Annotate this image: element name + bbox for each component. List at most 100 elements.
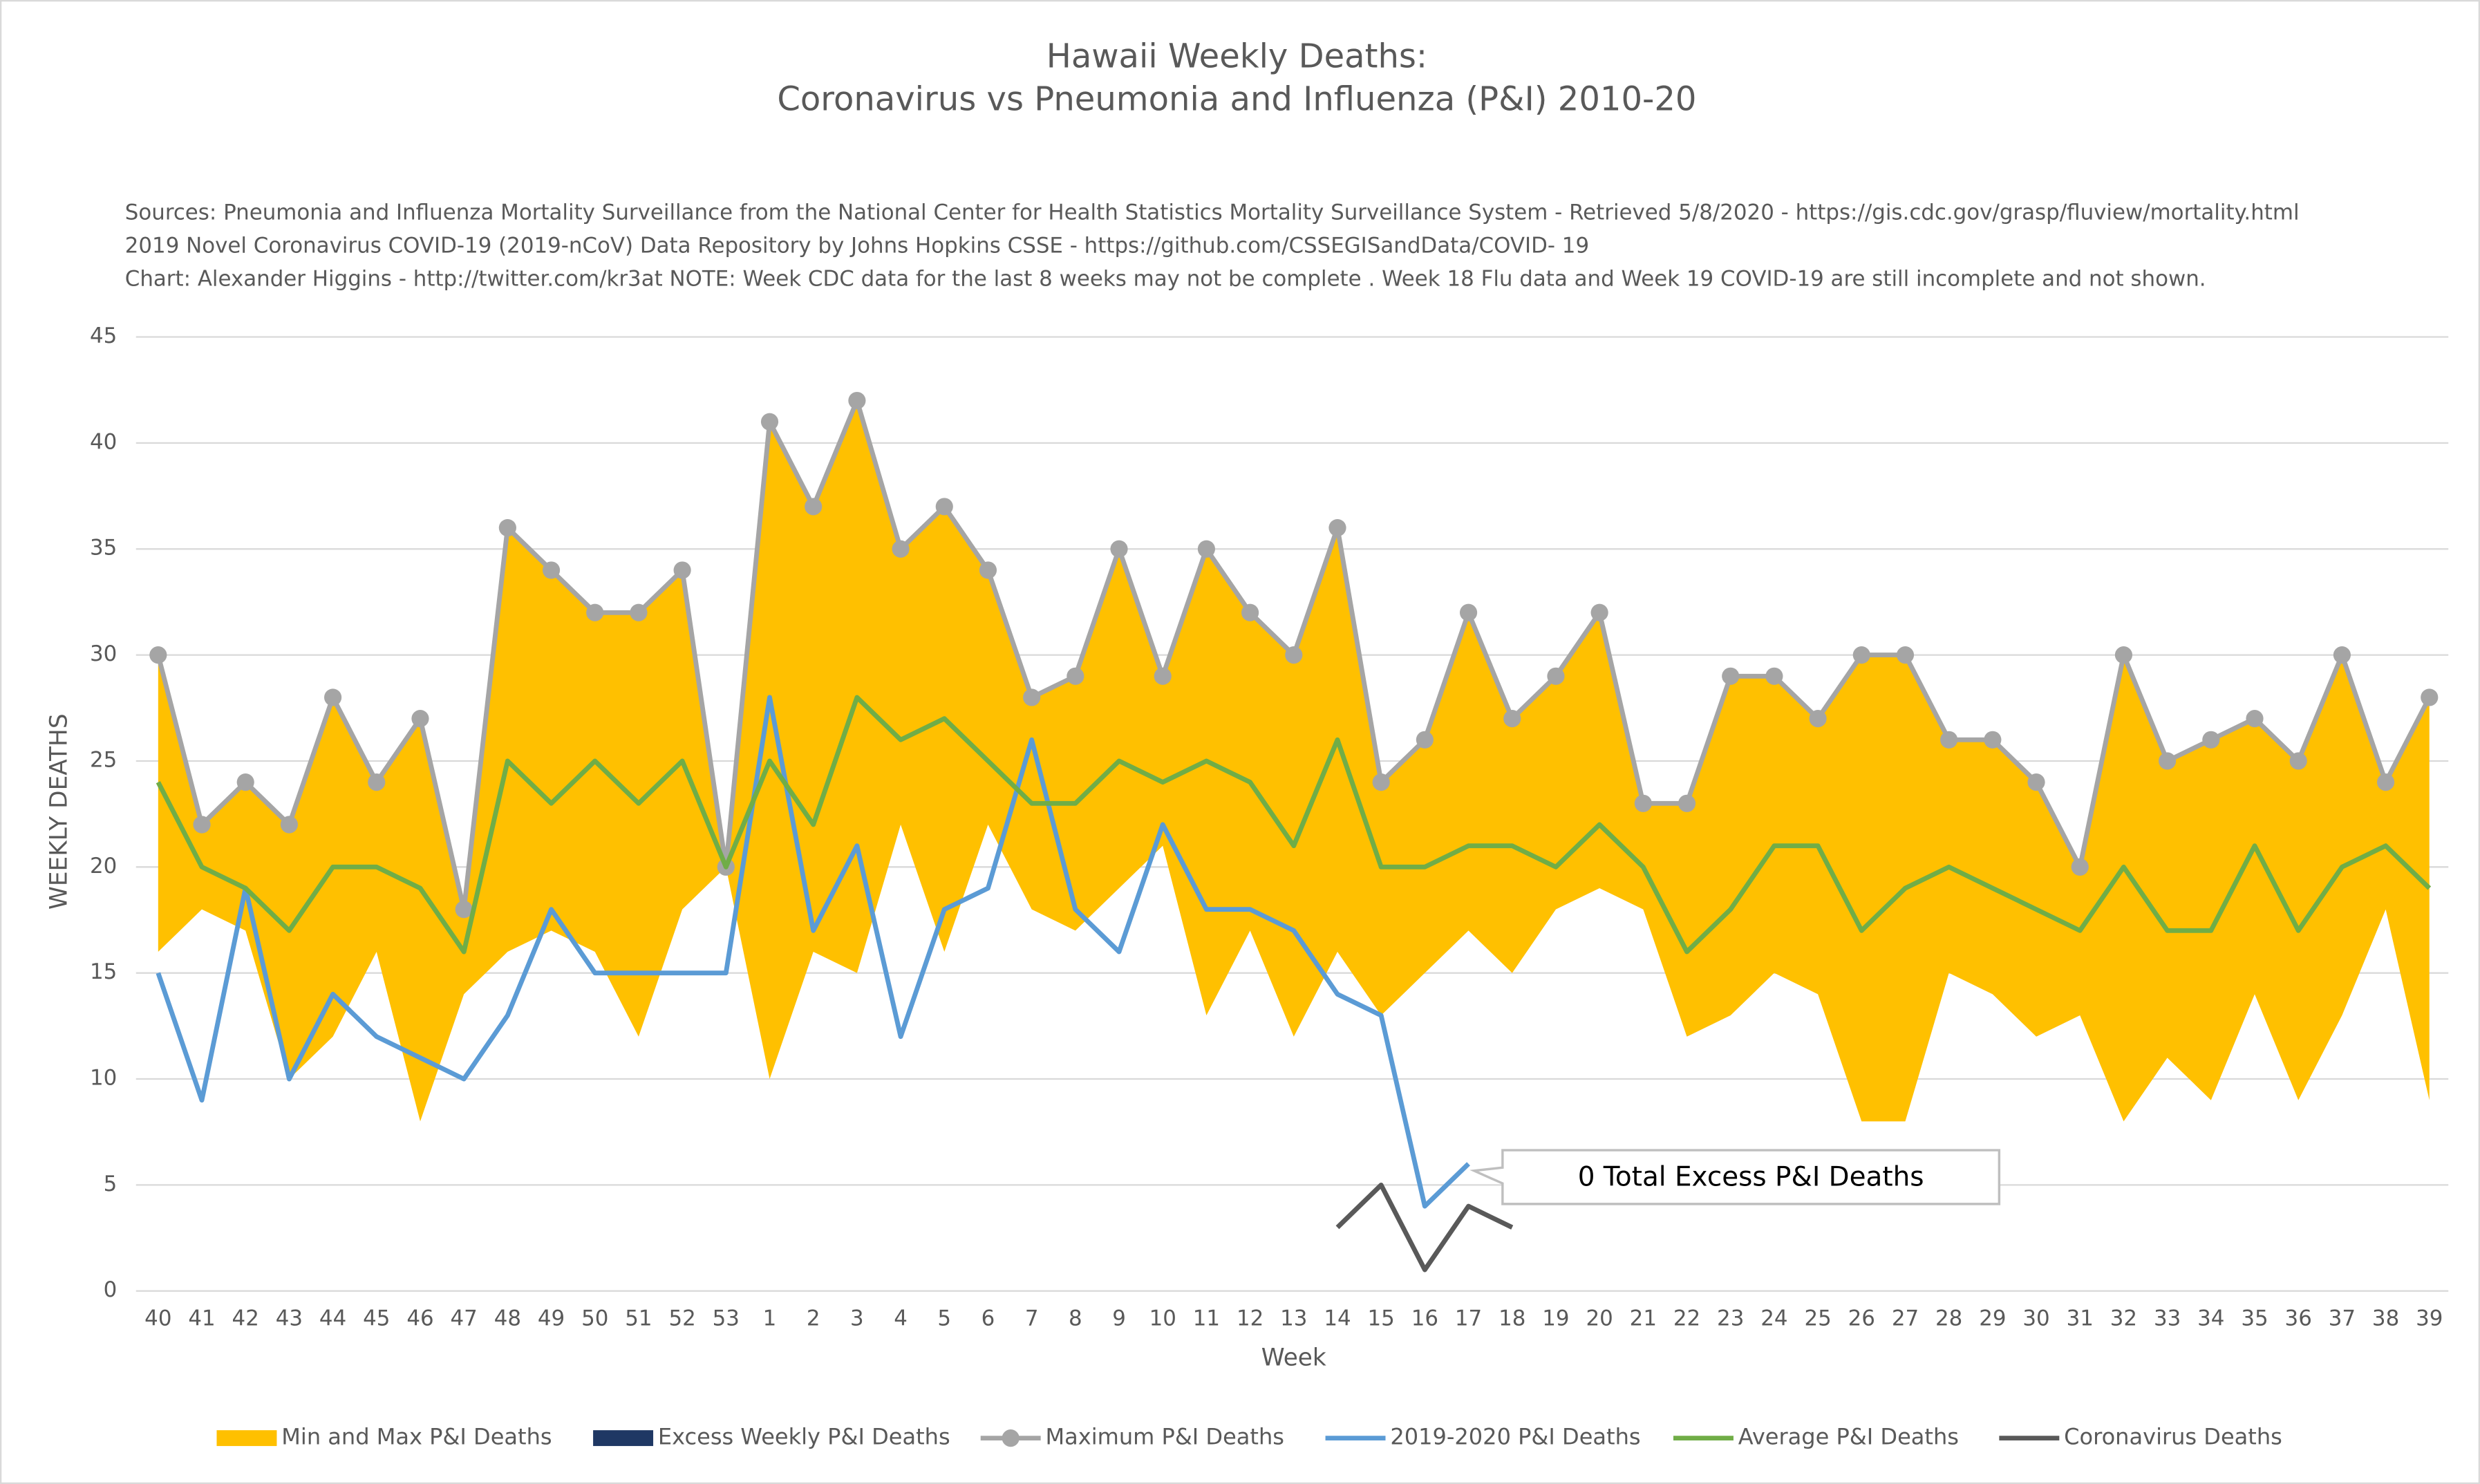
x-tick-label: 24 [1760,1306,1787,1331]
x-tick-label: 38 [2372,1306,2399,1331]
marker [2071,858,2089,876]
marker [1634,794,1652,812]
marker [498,518,516,537]
marker [1416,731,1434,749]
annotation: 0 Total Excess P&I Deaths [1578,1162,1924,1193]
x-tick-label: 51 [625,1306,652,1331]
marker [1547,667,1565,685]
marker [411,710,429,728]
x-tick-label: 3 [850,1306,864,1331]
x-tick-label: 8 [1069,1306,1082,1331]
marker [1285,646,1303,664]
y-tick-label: 0 [104,1277,118,1302]
x-tick-label: 6 [981,1306,995,1331]
marker [2376,773,2395,791]
annotation-box [1469,1149,2001,1205]
legend-label: Maximum P&I Deaths [1046,1424,1284,1450]
marker [455,901,473,919]
chart-title: Hawaii Weekly Deaths: [1046,37,1427,76]
chart-subtitle: Sources: Pneumonia and Influenza Mortali… [125,200,2300,225]
y-axis-label: WEEKLY DEATHS [45,713,73,910]
x-tick-label: 50 [581,1306,608,1331]
x-tick-label: 23 [1717,1306,1744,1331]
y-tick-label: 40 [90,429,117,454]
marker [193,816,211,834]
marker [2027,773,2045,791]
x-tick-label: 53 [713,1306,740,1331]
marker [542,561,561,579]
legend-swatch [1002,1429,1020,1447]
chart-title: Coronavirus vs Pneumonia and Influenza (… [777,79,1696,118]
series-line [1335,1182,1514,1272]
x-tick-label: 16 [1411,1306,1438,1331]
marker [1852,646,1870,664]
marker [1023,688,1041,706]
x-tick-label: 35 [2241,1306,2268,1331]
x-tick-label: 32 [2110,1306,2137,1331]
chart-subtitle: Chart: Alexander Higgins - http://twitte… [125,267,2206,292]
marker [1678,794,1696,812]
marker [630,603,648,621]
marker [2421,688,2439,706]
y-tick-label: 15 [90,959,117,984]
x-tick-label: 30 [2022,1306,2049,1331]
x-tick-label: 5 [937,1306,951,1331]
marker [324,688,342,706]
y-tick-label: 25 [90,747,117,772]
x-tick-label: 44 [319,1306,346,1331]
x-tick-label: 43 [276,1306,303,1331]
marker [2159,752,2177,770]
y-tick-label: 10 [90,1066,117,1091]
x-tick-label: 9 [1112,1306,1126,1331]
marker [892,540,910,558]
marker [1503,710,1521,728]
chart-subtitle: 2019 Novel Coronavirus COVID-19 (2019-nC… [125,234,1589,259]
x-tick-label: 52 [668,1306,695,1331]
x-tick-label: 37 [2329,1306,2356,1331]
x-tick-label: 26 [1848,1306,1875,1331]
legend-label: Average P&I Deaths [1738,1424,1959,1450]
y-tick-label: 30 [90,641,117,666]
x-tick-label: 20 [1586,1306,1613,1331]
x-tick-label: 18 [1499,1306,1525,1331]
y-tick-label: 35 [90,536,117,561]
x-tick-label: 7 [1025,1306,1039,1331]
x-axis-label: Week [1261,1344,1326,1372]
marker [1241,603,1259,621]
marker [236,773,254,791]
series-line [156,695,1470,1209]
marker [1896,646,1915,664]
x-tick-label: 49 [538,1306,565,1331]
x-tick-label: 21 [1630,1306,1657,1331]
marker [1984,731,2002,749]
marker [1067,667,1084,685]
x-tick-label: 17 [1455,1306,1482,1331]
x-tick-label: 19 [1542,1306,1569,1331]
marker [1590,603,1608,621]
marker [2246,710,2264,728]
x-tick-label: 12 [1237,1306,1264,1331]
x-tick-label: 47 [451,1306,478,1331]
x-tick-label: 4 [894,1306,908,1331]
marker [2333,646,2351,664]
marker [2289,752,2307,770]
x-tick-label: 36 [2285,1306,2312,1331]
marker [673,561,691,579]
x-tick-label: 22 [1673,1306,1700,1331]
x-tick-label: 33 [2154,1306,2181,1331]
marker [1154,667,1172,685]
marker [1110,540,1128,558]
x-tick-label: 46 [406,1306,433,1331]
marker [1459,603,1478,621]
marker [979,561,997,579]
x-tick-label: 14 [1324,1306,1351,1331]
x-tick-label: 39 [2416,1306,2443,1331]
y-tick-label: 20 [90,854,117,879]
x-tick-label: 11 [1193,1306,1220,1331]
x-tick-label: 1 [763,1306,777,1331]
marker [1940,731,1958,749]
y-tick-label: 45 [90,323,117,348]
x-tick-label: 40 [144,1306,171,1331]
x-tick-label: 25 [1804,1306,1831,1331]
